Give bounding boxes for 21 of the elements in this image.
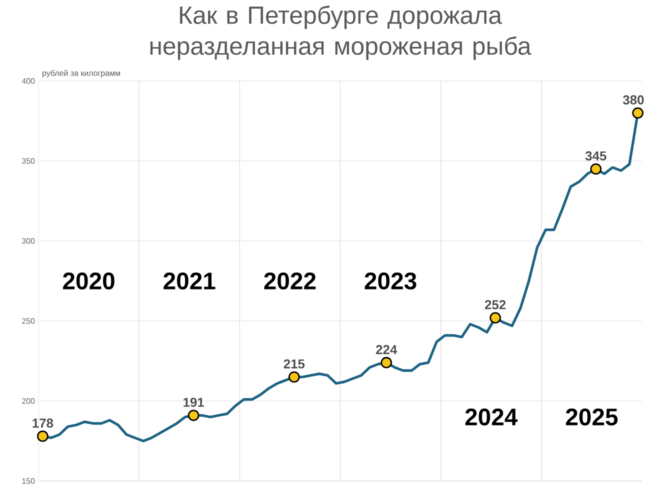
data-label: 345 [585,151,606,160]
point [188,410,200,422]
data-label: 191 [184,398,204,407]
point [288,371,300,383]
point [37,430,48,442]
point [380,356,392,368]
point [590,163,602,175]
annotation: 2022 [264,272,316,290]
annotation: 2023 [364,272,416,290]
annotation: 2021 [164,272,216,290]
point [490,312,501,324]
annotation: 2024 [465,408,518,426]
data-label: 380 [622,95,644,104]
point [632,107,644,119]
chart-title: Как в Петербурге дорожала неразделанная мороженая рыба [150,6,532,60]
data-label: 178 [32,418,54,428]
data-label: 252 [484,300,506,310]
data-label: 215 [284,359,305,368]
data-label: 224 [376,345,398,354]
annotation: 2025 [566,408,618,426]
annotation: 2020 [63,272,114,290]
